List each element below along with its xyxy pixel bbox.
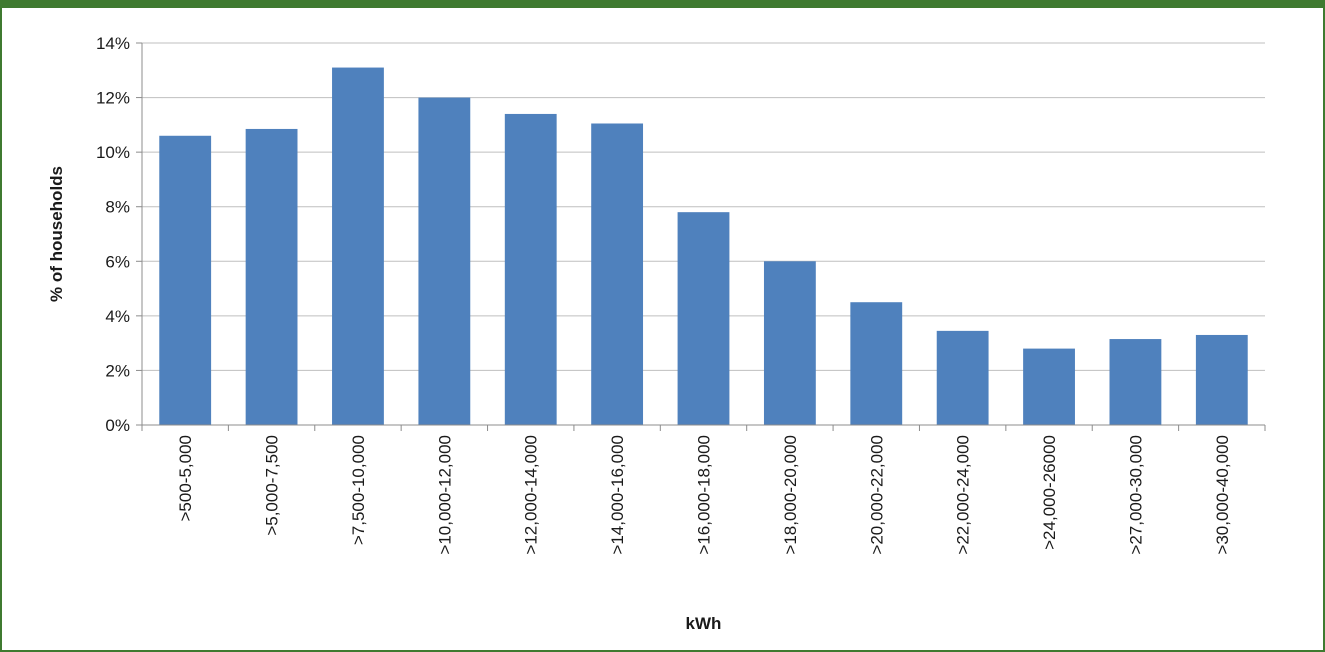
- x-tick-label: >7,500-10,000: [349, 435, 368, 545]
- bar: [418, 97, 471, 426]
- x-tick-label: >24,000-26000: [1040, 435, 1059, 550]
- bar: [1195, 334, 1248, 425]
- y-tick-label: 6%: [105, 252, 130, 271]
- x-tick-label: >22,000-24,000: [954, 435, 973, 555]
- y-tick-label: 12%: [96, 89, 130, 108]
- y-axis-title: % of households: [47, 166, 66, 302]
- y-tick-label: 2%: [105, 361, 130, 380]
- x-tick-label: >18,000-20,000: [781, 435, 800, 555]
- x-tick-label: >27,000-30,000: [1126, 435, 1145, 555]
- bar: [591, 123, 644, 425]
- y-tick-labels: 0% 2% 4% 6% 8% 10% 12% 14%: [96, 34, 130, 435]
- bar: [159, 135, 212, 425]
- x-tick-label: >5,000-7,500: [263, 435, 282, 536]
- y-tick-label: 14%: [96, 34, 130, 53]
- bar: [504, 113, 557, 425]
- bar: [1109, 339, 1162, 425]
- y-tick-label: 10%: [96, 143, 130, 162]
- bar: [936, 330, 989, 425]
- bar: [763, 261, 816, 425]
- x-tick-label: >12,000-14,000: [522, 435, 541, 555]
- x-tick-label: >10,000-12,000: [435, 435, 454, 555]
- x-tick-label: >30,000-40,000: [1213, 435, 1232, 555]
- x-axis-title: kWh: [686, 614, 722, 633]
- x-tick-label: >14,000-16,000: [608, 435, 627, 555]
- x-tick-labels: >500-5,000 >5,000-7,500 >7,500-10,000 >10,0…: [176, 435, 1232, 555]
- x-tick-label: >16,000-18,000: [695, 435, 714, 555]
- bars: [159, 67, 1248, 426]
- y-tick-label: 4%: [105, 307, 130, 326]
- x-tick-label: >500-5,000: [176, 435, 195, 522]
- axes: [136, 42, 1266, 431]
- bar: [850, 302, 903, 425]
- gridlines: [142, 42, 1265, 371]
- y-tick-label: 8%: [105, 198, 130, 217]
- x-tick-label: >20,000-22,000: [867, 435, 886, 555]
- bar: [245, 128, 298, 425]
- bar: [332, 67, 384, 426]
- bar: [677, 212, 730, 425]
- y-tick-label: 0%: [105, 416, 130, 435]
- bar: [1023, 348, 1075, 425]
